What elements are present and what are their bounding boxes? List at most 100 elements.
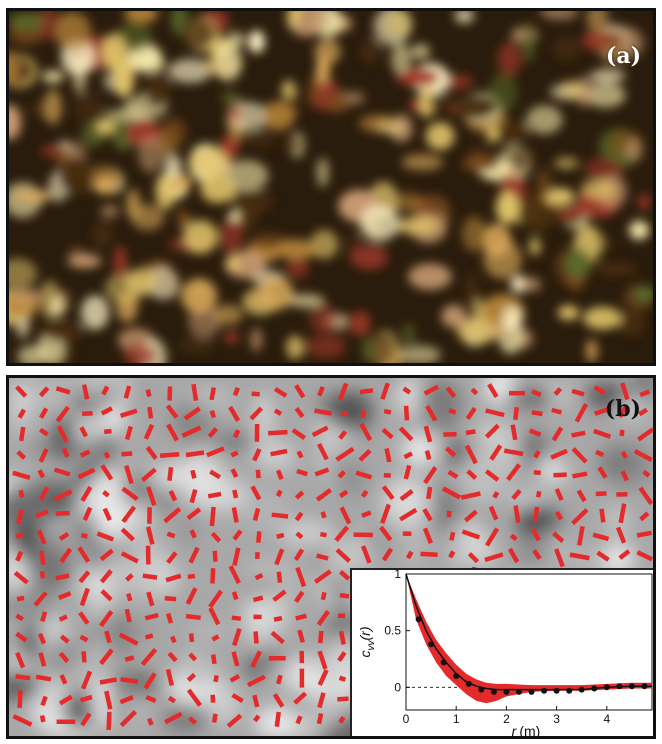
velocity-dash: [99, 569, 113, 584]
velocity-dash: [228, 405, 241, 422]
velocity-dash: [140, 467, 157, 483]
crowd-figure: [305, 334, 346, 359]
crowd-figure: [462, 216, 487, 252]
y-axis-label: cvv(r): [357, 627, 377, 658]
y-tick-label: 0: [394, 680, 401, 694]
velocity-dash: [337, 651, 347, 662]
crowd-figure: [395, 217, 437, 235]
data-point: [503, 688, 510, 695]
velocity-dash: [274, 711, 281, 727]
velocity-dash: [533, 450, 541, 459]
crowd-figure: [314, 38, 341, 65]
velocity-dash: [145, 526, 155, 545]
crowd-shade: [90, 640, 114, 667]
crowd-figure: [585, 82, 626, 108]
crowd-figure: [124, 11, 159, 24]
velocity-dash: [189, 488, 198, 504]
velocity-dash: [463, 509, 478, 523]
velocity-dash: [100, 406, 113, 416]
velocity-dash: [273, 408, 283, 416]
velocity-dash: [208, 607, 221, 626]
velocity-dash: [460, 491, 481, 500]
velocity-dash: [188, 633, 195, 643]
velocity-dash: [311, 425, 329, 438]
velocity-dash: [77, 546, 91, 563]
crowd-figure: [183, 220, 218, 254]
crowd-shade: [325, 540, 373, 575]
crowd-photo: [9, 11, 653, 363]
crowd-figure: [482, 223, 512, 258]
velocity-dash: [355, 470, 373, 480]
velocity-dash: [15, 385, 28, 398]
velocity-dash: [510, 424, 518, 441]
velocity-dash: [595, 449, 605, 458]
velocity-dash: [334, 525, 350, 542]
crowd-figure: [161, 118, 187, 146]
crowd-figure: [408, 263, 452, 290]
velocity-dash: [232, 489, 239, 499]
velocity-dash: [553, 387, 563, 396]
velocity-dash: [576, 489, 587, 503]
velocity-dash: [576, 526, 585, 546]
velocity-dash: [383, 408, 392, 415]
velocity-dash: [470, 387, 479, 396]
crowd-figure: [619, 309, 645, 336]
velocity-dash: [146, 591, 155, 607]
velocity-dash: [55, 386, 71, 395]
crowd-figure: [286, 335, 305, 360]
velocity-dash: [551, 426, 564, 442]
velocity-dash: [119, 709, 137, 728]
crowd-figure: [80, 295, 110, 330]
velocity-dash: [360, 410, 366, 419]
velocity-dash: [403, 451, 413, 460]
crowd-figure: [74, 94, 103, 123]
velocity-dash: [448, 407, 457, 415]
velocity-dash: [232, 628, 242, 647]
velocity-dash: [620, 382, 630, 401]
velocity-dash: [572, 471, 588, 479]
velocity-dash: [379, 525, 393, 542]
crowd-figure: [489, 72, 518, 113]
velocity-dash: [316, 713, 324, 725]
velocity-dash: [232, 429, 241, 439]
crowd-figure: [508, 147, 535, 171]
velocity-dash: [56, 425, 69, 443]
velocity-dash: [270, 630, 285, 645]
velocity-dash: [228, 565, 241, 585]
velocity-dash: [207, 427, 219, 439]
crowd-figure: [286, 256, 309, 279]
velocity-dash: [256, 531, 262, 543]
velocity-dash: [509, 533, 518, 542]
velocity-dash: [185, 450, 205, 458]
crowd-figure: [284, 133, 302, 156]
velocity-dash: [492, 491, 500, 499]
velocity-dash: [39, 571, 46, 579]
crowd-figure: [181, 17, 215, 50]
velocity-dash: [532, 506, 540, 522]
velocity-dash: [232, 547, 241, 566]
x-tick-label: 4: [603, 712, 610, 726]
velocity-dash: [59, 674, 68, 685]
velocity-dash: [426, 486, 433, 500]
velocity-dash: [550, 448, 568, 460]
velocity-dash: [484, 527, 500, 547]
velocity-dash: [106, 711, 112, 731]
crowd-figure: [95, 118, 116, 135]
velocity-dash: [574, 403, 589, 423]
crowd-figure: [224, 330, 239, 344]
data-point: [428, 641, 435, 648]
crowd-figure: [394, 192, 422, 213]
crowd-figure: [316, 157, 329, 188]
y-tick-label: 0.5: [384, 624, 401, 638]
velocity-dash: [633, 449, 653, 462]
velocity-dash: [120, 676, 139, 684]
velocity-dash: [571, 430, 586, 438]
velocity-dash: [55, 573, 70, 581]
velocity-dash: [38, 386, 50, 398]
crowd-figure: [391, 43, 412, 76]
crowd-shade: [535, 454, 563, 482]
data-point: [541, 687, 548, 694]
crowd-figure: [360, 39, 380, 64]
velocity-dash: [209, 410, 217, 419]
crowd-figure: [220, 91, 241, 106]
